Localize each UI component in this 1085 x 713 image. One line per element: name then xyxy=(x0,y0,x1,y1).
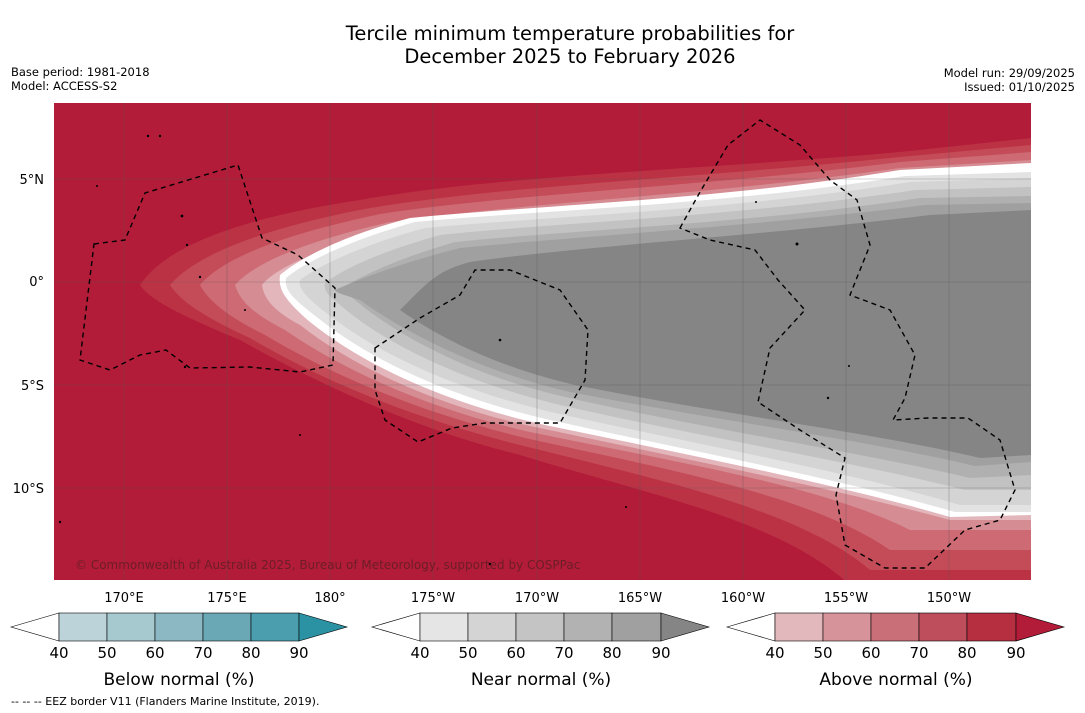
above-tick: 80 xyxy=(957,644,976,662)
near-tick: 40 xyxy=(410,644,429,662)
lon-label-165w: 165°W xyxy=(618,591,662,606)
lon-labels: 170°E 175°E 180° 175°W 170°W 165°W 160°W… xyxy=(104,591,971,606)
near-normal-title: Near normal (%) xyxy=(471,670,611,690)
eez-borders xyxy=(79,119,1016,569)
lon-label-170e: 170°E xyxy=(104,591,144,606)
lon-label-155w: 155°W xyxy=(824,591,868,606)
base-period: Base period: 1981-2018 xyxy=(11,65,150,79)
lon-label-160w: 160°W xyxy=(721,591,765,606)
below-tick: 40 xyxy=(49,644,68,662)
near-tick: 80 xyxy=(602,644,621,662)
above-tick: 60 xyxy=(861,644,880,662)
below-tick: 60 xyxy=(145,644,164,662)
colorbar-ticks: 40 50 60 70 80 90 40 50 60 70 80 90 40 5… xyxy=(49,644,1025,662)
below-tick: 80 xyxy=(241,644,260,662)
near-tick: 90 xyxy=(651,644,670,662)
model-name: Model: ACCESS-S2 xyxy=(11,79,118,93)
lat-label-0: 0° xyxy=(29,275,44,290)
below-tick: 90 xyxy=(289,644,308,662)
colorbar-above xyxy=(725,612,1066,642)
below-tick: 50 xyxy=(97,644,116,662)
lon-label-180: 180° xyxy=(314,591,345,606)
meta-right: Model run: 29/09/2025 Issued: 01/10/2025 xyxy=(944,66,1075,94)
above-tick: 50 xyxy=(813,644,832,662)
lat-label-10s: 10°S xyxy=(13,482,44,497)
meta-left: Base period: 1981-2018 Model: ACCESS-S2 xyxy=(11,65,150,93)
lon-label-170w: 170°W xyxy=(515,591,559,606)
copyright-credit: © Commonwealth of Australia 2025, Bureau… xyxy=(75,558,581,572)
lat-label-5n: 5°N xyxy=(20,173,45,188)
model-run: Model run: 29/09/2025 xyxy=(943,66,1075,80)
above-normal-title: Above normal (%) xyxy=(819,670,972,690)
title-line-2: December 2025 to February 2026 xyxy=(404,45,736,68)
near-tick: 50 xyxy=(458,644,477,662)
lat-label-5s: 5°S xyxy=(21,379,44,394)
graticule xyxy=(54,103,1031,580)
below-normal-title: Below normal (%) xyxy=(104,670,255,690)
lon-label-175w: 175°W xyxy=(411,591,455,606)
chart-title: Tercile minimum temperature probabilitie… xyxy=(0,22,1085,68)
near-tick: 60 xyxy=(506,644,525,662)
above-tick: 40 xyxy=(765,644,784,662)
colorbar-below xyxy=(9,612,349,642)
colorbar-near xyxy=(370,612,711,642)
title-line-1: Tercile minimum temperature probabilitie… xyxy=(345,22,795,45)
islands xyxy=(58,134,850,566)
near-tick: 70 xyxy=(554,644,573,662)
issued-date: Issued: 01/10/2025 xyxy=(964,80,1075,94)
eez-footnote: -- -- -- EEZ border V11 (Flanders Marine… xyxy=(11,695,320,708)
map-area xyxy=(54,103,1031,580)
below-tick: 70 xyxy=(193,644,212,662)
above-tick: 70 xyxy=(909,644,928,662)
lon-label-150w: 150°W xyxy=(927,591,971,606)
near-90-band xyxy=(400,210,1031,458)
lon-label-175e: 175°E xyxy=(207,591,247,606)
above-tick: 90 xyxy=(1006,644,1025,662)
